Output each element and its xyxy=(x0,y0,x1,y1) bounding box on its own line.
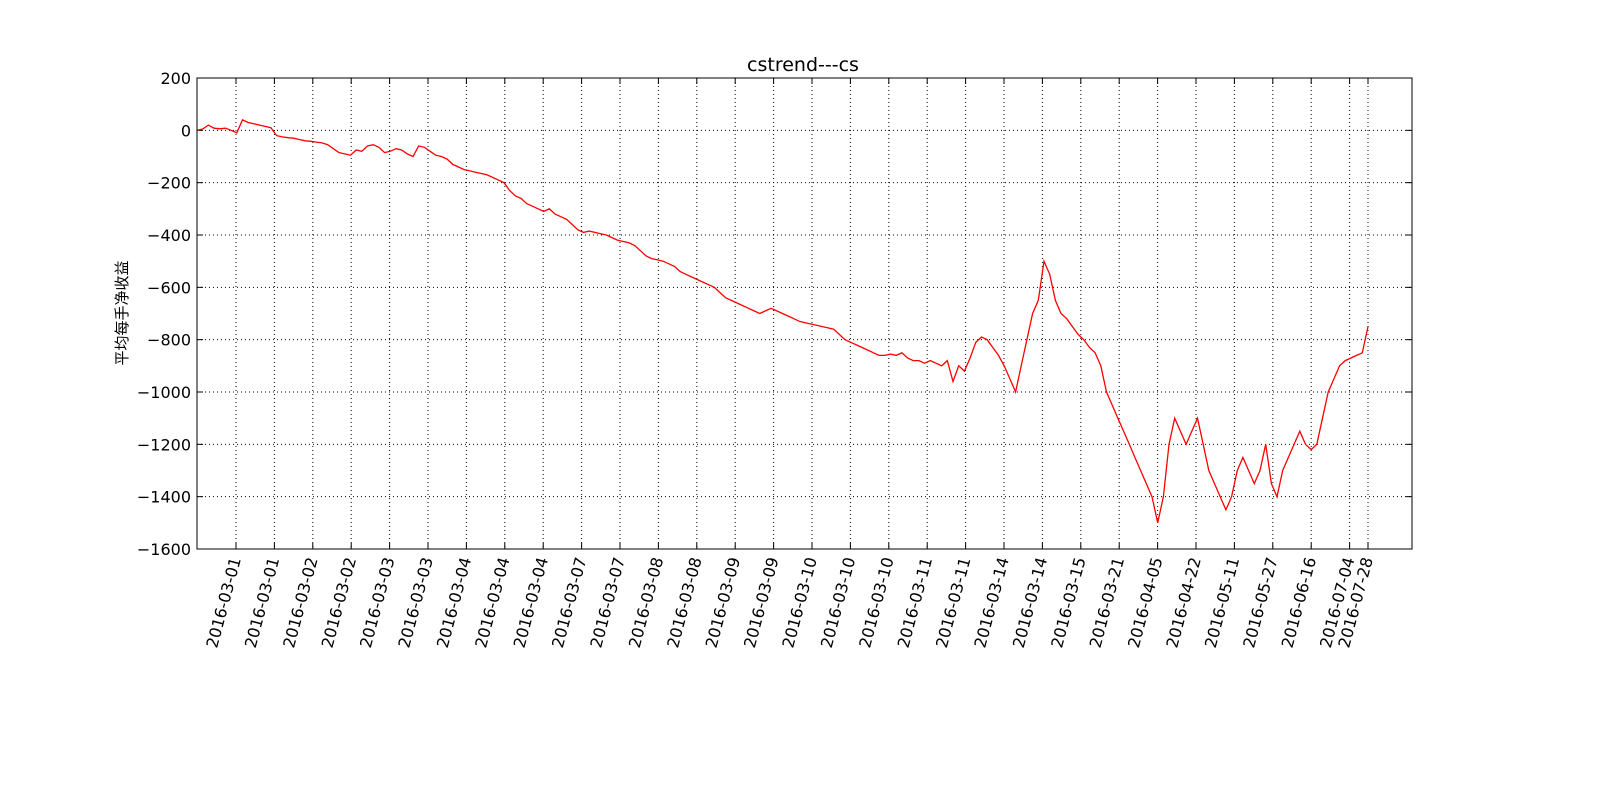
x-tick-label: 2016-05-27 xyxy=(1239,555,1281,650)
x-tick-label: 2016-03-11 xyxy=(894,555,936,650)
x-tick-label: 2016-03-03 xyxy=(356,555,398,650)
y-tick-label: −1200 xyxy=(137,435,191,454)
y-tick-label: 0 xyxy=(181,121,191,140)
plot-frame xyxy=(196,77,1413,550)
y-tick-label: −1400 xyxy=(137,488,191,507)
x-tick-label: 2016-03-21 xyxy=(1086,555,1128,650)
x-tick-label: 2016-03-04 xyxy=(510,555,552,650)
chart-title: cstrend---cs xyxy=(747,54,859,76)
y-tick-label: −600 xyxy=(147,278,191,297)
y-axis: 200 0 −200 −400 −600 −800 −1000 −1200 −1400 −1600 xyxy=(137,69,1412,559)
series-line xyxy=(196,119,1369,523)
x-tick-label: 2016-03-10 xyxy=(778,555,820,650)
x-tick-label: 2016-03-09 xyxy=(702,555,744,650)
x-tick-label: 2016-03-08 xyxy=(663,555,705,650)
y-tick-label: 200 xyxy=(160,69,191,88)
x-tick-label: 2016-03-15 xyxy=(1047,555,1089,650)
x-tick-label: 2016-03-01 xyxy=(202,555,244,650)
x-axis: 2016-03-012016-03-012016-03-022016-03-02… xyxy=(202,78,1377,650)
x-tick-label: 2016-05-11 xyxy=(1201,555,1243,650)
x-tick-label: 2016-04-22 xyxy=(1162,555,1204,650)
x-tick-label: 2016-03-02 xyxy=(318,555,360,650)
x-tick-label: 2016-03-08 xyxy=(625,555,667,650)
y-tick-label: −200 xyxy=(147,174,191,193)
x-tick-label: 2016-03-14 xyxy=(1009,555,1051,650)
x-tick-label: 2016-03-04 xyxy=(471,555,513,650)
y-tick-label: −1600 xyxy=(137,540,191,559)
x-tick-label: 2016-03-14 xyxy=(970,555,1012,650)
y-tick-label: −800 xyxy=(147,331,191,350)
x-tick-label: 2016-03-10 xyxy=(855,555,897,650)
x-tick-label: 2016-03-03 xyxy=(394,555,436,650)
x-tick-label: 2016-06-16 xyxy=(1278,555,1320,650)
x-tick-label: 2016-03-04 xyxy=(433,555,475,650)
x-tick-label: 2016-03-01 xyxy=(241,555,283,650)
grid xyxy=(197,78,1412,549)
x-tick-label: 2016-03-07 xyxy=(548,555,590,650)
x-tick-label: 2016-03-09 xyxy=(740,555,782,650)
y-tick-label: −400 xyxy=(147,226,191,245)
x-tick-label: 2016-03-07 xyxy=(586,555,628,650)
x-tick-label: 2016-04-05 xyxy=(1124,555,1166,650)
x-tick-label: 2016-03-10 xyxy=(817,555,859,650)
x-tick-label: 2016-03-11 xyxy=(932,555,974,650)
x-tick-label: 2016-03-02 xyxy=(279,555,321,650)
y-axis-label: 平均每手净收益 xyxy=(113,260,131,365)
y-tick-label: −1000 xyxy=(137,383,191,402)
